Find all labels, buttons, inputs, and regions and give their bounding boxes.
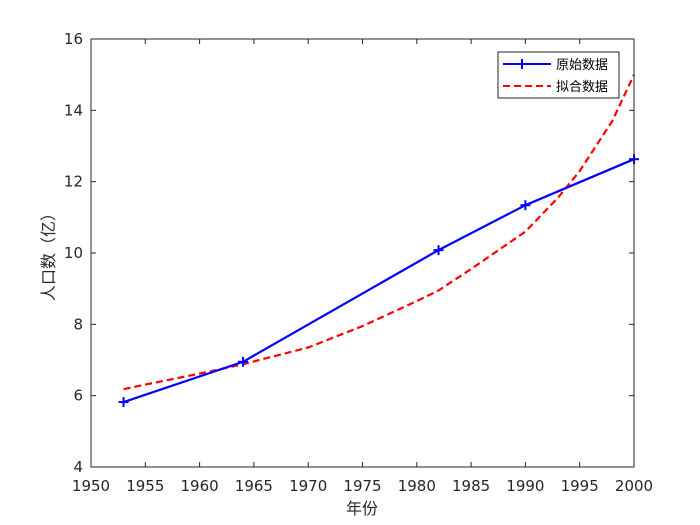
x-tick-label: 1980 [398,477,436,495]
legend-box [497,51,620,99]
y-axis-label: 人口数（亿） [39,205,58,301]
y-tick-labels: 4 6 8 10 12 14 16 [64,30,83,476]
x-tick-label: 1950 [72,477,110,495]
y-tick-label: 8 [73,315,83,333]
y-tick-label: 6 [73,387,83,405]
y-tick-label: 10 [64,244,83,262]
y-tick-label: 4 [73,458,83,476]
x-tick-labels: 1950 1955 1960 1965 1970 1975 1980 1985 1990 1995… [72,477,653,495]
x-tick-label: 1965 [235,477,273,495]
x-tick-label: 1990 [506,477,544,495]
original-data-marker [433,245,444,256]
x-axis-label: 年份 [346,499,378,518]
legend-label: 拟合数据 [556,80,608,95]
x-tick-label: 2000 [615,477,653,495]
plot-area [91,39,634,467]
original-data-marker [520,200,531,211]
x-tick-label: 1975 [343,477,381,495]
x-tick-label: 1995 [561,477,599,495]
x-tick-label: 1985 [452,477,490,495]
series-layer [118,74,639,408]
plot-frame [90,38,635,468]
legend-label: 原始数据 [556,58,608,73]
y-tick-label: 12 [64,173,83,191]
x-tick-label: 1955 [126,477,164,495]
x-tick-label: 1960 [181,477,219,495]
x-tick-label: 1970 [289,477,327,495]
y-tick-label: 14 [64,101,83,119]
original-data-marker [118,397,129,408]
original-data-marker [238,356,249,367]
y-tick-label: 16 [64,30,83,48]
